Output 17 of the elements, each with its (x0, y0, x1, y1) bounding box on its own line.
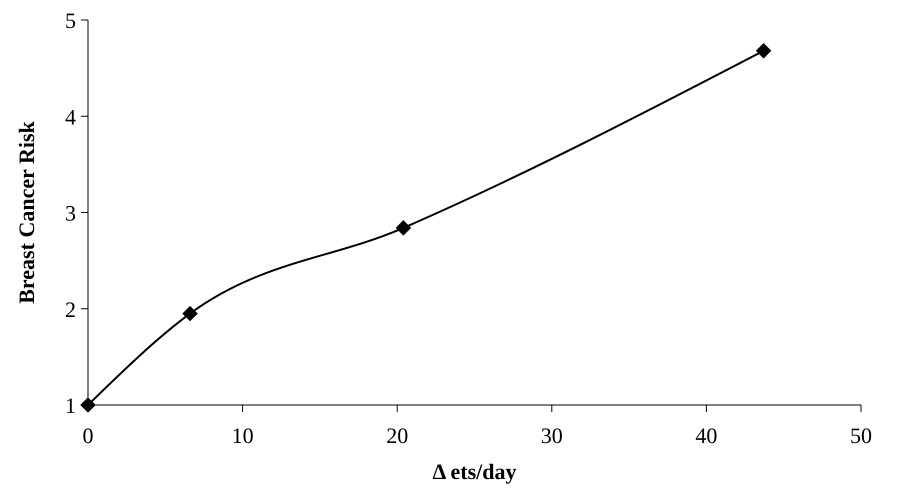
y-tick-label: 5 (65, 8, 76, 33)
y-tick-label: 1 (65, 393, 76, 418)
x-tick-label: 20 (386, 423, 408, 448)
point (80, 397, 96, 413)
x-axis-title: Δ ets/day (432, 459, 517, 484)
y-tick-label: 3 (65, 200, 76, 226)
point (396, 220, 412, 236)
y-tick-label: 2 (65, 296, 76, 322)
x-tick-label: 50 (850, 423, 872, 448)
x-tick-label: 40 (695, 423, 718, 448)
point (182, 306, 198, 322)
y-tick-label: 4 (65, 104, 76, 130)
x-tick-label: 30 (540, 423, 563, 448)
y-axis-title: Breast Cancer Risk (14, 120, 39, 304)
x-tick-label: 0 (82, 423, 94, 448)
x-tick-label: 10 (232, 423, 254, 448)
point (756, 43, 772, 59)
